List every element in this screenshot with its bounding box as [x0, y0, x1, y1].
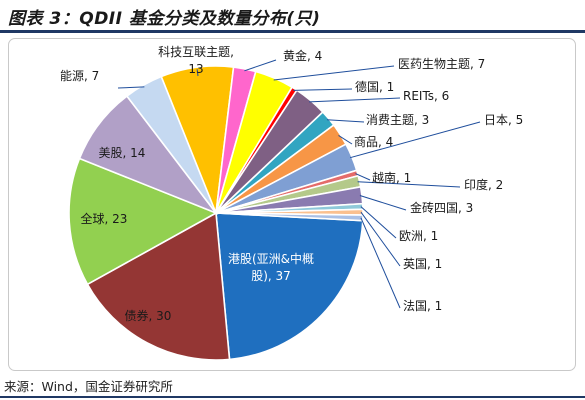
title-rule [0, 30, 585, 33]
pie-slice [68, 157, 218, 286]
leader-lines [117, 59, 481, 309]
slice-label: 印度, 2 [464, 177, 503, 192]
leader-line [360, 206, 397, 239]
slice-label: 日本, 5 [484, 113, 523, 127]
slice-label: 欧洲, 1 [399, 229, 438, 243]
leader-line [196, 69, 199, 77]
source-note: 来源：Wind，国金证券研究所 [4, 379, 173, 394]
pie-slice [215, 212, 364, 361]
leader-line [349, 121, 481, 159]
slice-label: 债券, 30 [125, 308, 172, 323]
slice-label: 科技互联主题, [158, 45, 234, 59]
leader-line [355, 173, 371, 181]
figure-title: 图表 3：QDII 基金分类及数量分布(只) [8, 9, 321, 29]
leader-line [359, 195, 407, 211]
pie-slice [86, 211, 231, 361]
chart-frame [8, 38, 576, 371]
slice-label: 13 [188, 62, 203, 76]
leader-line [326, 119, 365, 123]
leader-line [360, 211, 401, 267]
leader-line [244, 59, 277, 72]
slice-label: 全球, 23 [81, 211, 128, 226]
slice-label: 法国, 1 [403, 299, 442, 313]
slice-label: REITs, 6 [403, 89, 449, 103]
slice-label: 港股(亚洲&中概 [228, 251, 314, 266]
slice-label: 医药生物主题, 7 [398, 57, 485, 71]
slice-label: 越南, 1 [372, 170, 411, 185]
slice-label: 英国, 1 [403, 257, 442, 271]
leader-line [117, 86, 145, 89]
slice-label: 能源, 7 [60, 69, 99, 83]
pie-slices [68, 65, 364, 361]
slice-label: 黄金, 4 [283, 48, 322, 63]
slice-label: 商品, 4 [354, 134, 393, 149]
slice-label: 股), 37 [251, 269, 291, 283]
data-labels: 港股(亚洲&中概股), 37 债券, 30 全球, 23 美股, 14 能源, 7 科技互… [60, 45, 523, 323]
slice-label: 金砖四国, 3 [410, 200, 473, 215]
slice-label: 消费主题, 3 [366, 113, 429, 127]
leader-line [357, 181, 461, 188]
leader-line [273, 65, 395, 81]
leader-line [338, 134, 353, 145]
slice-label: 美股, 14 [99, 146, 146, 160]
leader-line [293, 88, 353, 91]
bottom-rule [0, 396, 585, 398]
leader-line [360, 217, 401, 309]
leader-line [309, 97, 401, 103]
slice-label: 德国, 1 [355, 79, 394, 94]
